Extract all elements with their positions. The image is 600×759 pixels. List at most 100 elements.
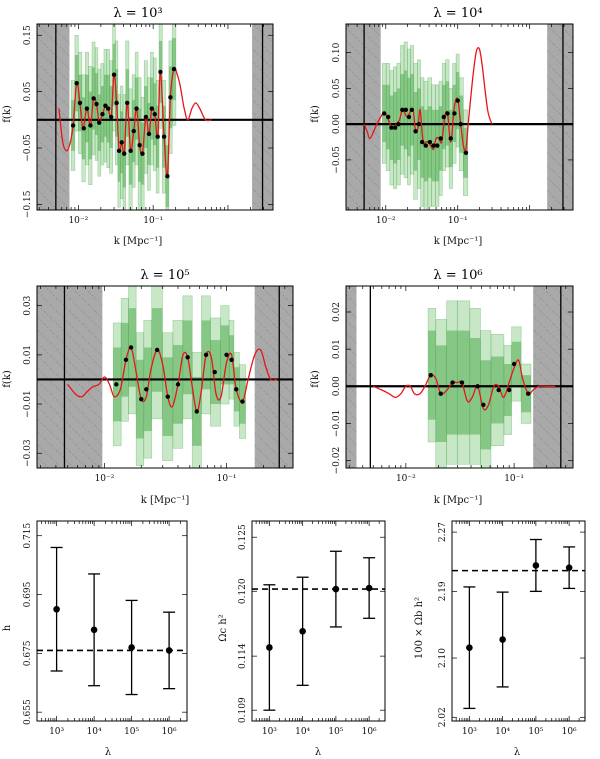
data-point (121, 151, 127, 156)
data-point (53, 605, 60, 613)
axes-frame (36, 285, 294, 469)
y-tick-label: −0.05 (332, 146, 342, 174)
data-point (332, 585, 340, 593)
axes-frame (251, 520, 386, 722)
data-point (396, 121, 401, 127)
reconstruction-curve (67, 346, 278, 413)
data-point (481, 402, 486, 408)
plot-content (37, 546, 187, 696)
data-point (381, 111, 387, 116)
plot-area: 10⁻² 10⁻¹ −0.02 −0.01 0.00 0.01 0.02 (332, 285, 574, 484)
data-point (128, 345, 134, 350)
excluded-hatch (346, 24, 381, 210)
data-point (90, 626, 98, 634)
data-point (194, 409, 199, 414)
panel-title: λ = 10⁴ (433, 6, 482, 21)
x-tick-label: 10³ (462, 727, 477, 737)
data-point (496, 387, 501, 393)
panel-omega-b: 10³ 10⁴ 10⁵ 10⁶ 2.02 2.10 2.19 2.27 λ 100 × Ωb … (414, 520, 586, 758)
data-point (109, 114, 114, 120)
plot-area: 10⁻² 10⁻¹ −0.15 −0.05 0.05 0.15 (23, 23, 274, 226)
data-point (438, 391, 443, 396)
data-point (116, 148, 122, 154)
panel-lambda-1e4: λ = 10⁴ 10⁻² 10⁻¹ −0.05 0.00 0.05 0.10 k [Mpc… (310, 6, 574, 247)
data-point (81, 126, 86, 131)
x-tick-label: 10⁶ (562, 727, 577, 737)
data-point (143, 114, 149, 120)
outer-error-band (151, 286, 163, 420)
y-tick-label: 0.114 (238, 643, 248, 669)
data-point (400, 107, 405, 113)
plot-content (346, 24, 573, 210)
data-point (403, 107, 409, 113)
data-point (70, 123, 76, 128)
x-tick-label: 10⁻¹ (448, 216, 468, 226)
y-tick-label: 0.05 (332, 78, 342, 98)
x-axis-label: λ (105, 747, 112, 758)
data-point (299, 627, 306, 635)
axes-frame (345, 285, 574, 469)
axes-frame (36, 23, 274, 211)
data-point (455, 98, 460, 103)
data-point (212, 369, 217, 375)
data-point (114, 382, 119, 387)
x-axis-label: k [Mpc⁻¹] (114, 236, 163, 247)
data-point (427, 139, 433, 145)
excluded-hatch (37, 286, 103, 468)
y-tick-label: 0.10 (332, 42, 342, 62)
y-tick-label: 0.01 (23, 345, 33, 365)
data-point (146, 131, 152, 137)
x-tick-label: 10⁶ (362, 727, 377, 737)
data-point (466, 644, 473, 651)
x-axis-label: k [Mpc⁻¹] (434, 236, 483, 247)
data-point (105, 106, 111, 111)
data-point (97, 120, 102, 125)
panel-title: λ = 10⁵ (140, 268, 189, 283)
data-point (84, 106, 90, 111)
plot-area: 10⁻² 10⁻¹ −0.05 0.00 0.05 0.10 (332, 23, 574, 226)
x-axis-label: λ (315, 747, 322, 758)
y-tick-label: 0.120 (238, 578, 248, 604)
plot-content (252, 550, 385, 711)
data-point (416, 121, 422, 127)
y-tick-label: −0.15 (23, 190, 33, 218)
data-point (448, 136, 453, 141)
y-tick-label: 0.03 (23, 295, 33, 315)
y-tick-label: 0.05 (23, 81, 33, 101)
data-point (526, 391, 531, 396)
y-tick-label: 2.27 (438, 522, 448, 542)
y-axis-label: Ωc h² (218, 614, 229, 642)
data-point (114, 100, 119, 106)
data-point (128, 148, 133, 154)
data-point (445, 111, 450, 116)
x-tick-label: 10⁶ (162, 727, 177, 737)
x-tick-label: 10⁴ (295, 727, 310, 737)
data-point (234, 387, 239, 392)
data-point (459, 380, 465, 385)
data-point (565, 564, 573, 571)
data-point (229, 357, 234, 362)
y-tick-label: 0.675 (23, 640, 33, 666)
data-point (428, 372, 433, 378)
data-point (441, 114, 446, 120)
data-point (175, 382, 181, 387)
x-tick-label: 10⁵ (328, 727, 343, 737)
data-point (475, 384, 480, 389)
data-point (532, 562, 540, 569)
data-point (463, 150, 469, 155)
data-point (88, 123, 93, 128)
plot-content (37, 286, 293, 468)
x-axis-label: λ (514, 747, 521, 758)
y-tick-label: 0.00 (332, 376, 342, 396)
data-point (165, 394, 170, 399)
excluded-hatch (533, 286, 573, 468)
plot-area: 10³ 10⁴ 10⁵ 10⁶ 2.02 2.10 2.19 2.27 (438, 520, 586, 737)
x-tick-label: 10⁵ (528, 727, 543, 737)
data-point (91, 96, 96, 101)
x-tick-label: 10⁻² (376, 216, 396, 226)
x-tick-label: 10⁵ (124, 727, 139, 737)
y-tick-label: 2.02 (438, 707, 448, 727)
data-point (240, 399, 245, 404)
panel-lambda-1e3: λ = 10³ 10⁻² 10⁻¹ −0.15 −0.05 0.05 0.15 k [Mp… (2, 6, 274, 247)
data-point (171, 66, 177, 72)
